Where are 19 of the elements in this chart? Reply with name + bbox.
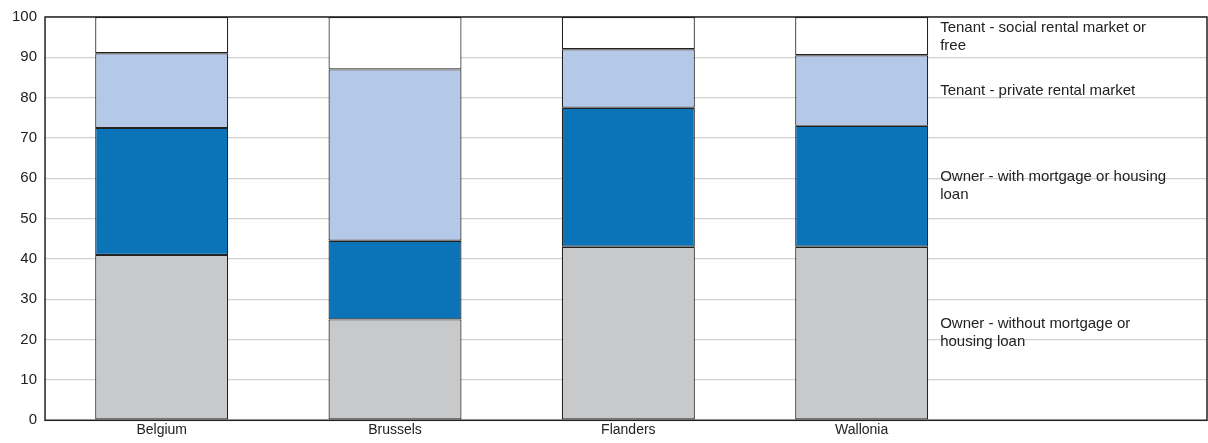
series-label: Tenant - social rental market or free bbox=[940, 18, 1147, 54]
y-tick-label: 70 bbox=[20, 128, 38, 146]
series-label: Tenant - private rental market bbox=[940, 80, 1137, 98]
y-tick-label: 80 bbox=[20, 87, 38, 105]
series-label: Owner - with mortgage or housing loan bbox=[940, 167, 1167, 203]
x-tick-label: Flanders bbox=[601, 421, 656, 438]
x-tick-label: Belgium bbox=[136, 421, 187, 438]
y-tick-label: 90 bbox=[20, 47, 38, 65]
y-tick-label: 30 bbox=[20, 289, 38, 307]
y-tick-label: 10 bbox=[20, 370, 38, 388]
y-tick-label: 40 bbox=[20, 249, 38, 267]
y-tick-label: 50 bbox=[20, 208, 38, 226]
x-tick-label: Wallonia bbox=[835, 421, 889, 438]
y-tick-label: 60 bbox=[20, 168, 38, 186]
series-label: Owner - without mortgage or housing loan bbox=[940, 314, 1131, 350]
y-tick-label: 100 bbox=[12, 7, 38, 25]
x-tick-label: Brussels bbox=[368, 421, 422, 438]
y-tick-label: 20 bbox=[20, 329, 38, 347]
y-tick-label: 0 bbox=[28, 410, 38, 428]
